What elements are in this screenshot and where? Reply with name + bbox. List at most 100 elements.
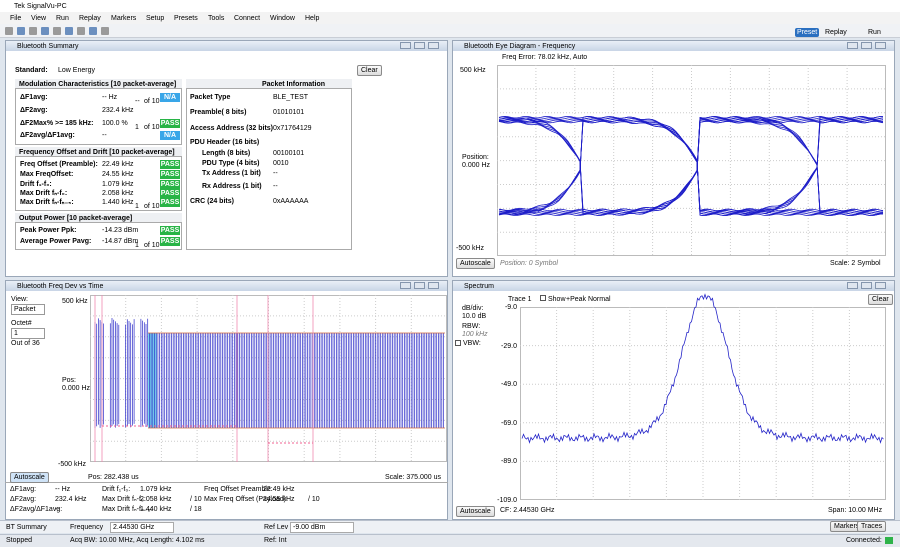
menu-item[interactable]: View bbox=[31, 14, 46, 23]
y-top: 500 kHz bbox=[62, 297, 88, 306]
row-label: ΔF1avg: bbox=[20, 93, 48, 102]
packet-value: 00100101 bbox=[273, 149, 304, 158]
section-header-text: Packet Information bbox=[262, 80, 325, 89]
y-label: -69.0 bbox=[497, 419, 517, 428]
packet-value: 0xAAAAAA bbox=[273, 197, 308, 206]
y-bottom: -500 kHz bbox=[456, 244, 484, 253]
row-label: Average Power Pavg: bbox=[20, 237, 91, 246]
status-badge: PASS bbox=[160, 237, 180, 246]
rbw-value: 100 kHz bbox=[462, 330, 488, 339]
show-label[interactable]: Show bbox=[548, 295, 566, 304]
menu-item[interactable]: Replay bbox=[79, 14, 101, 23]
menu-item[interactable]: Connect bbox=[234, 14, 260, 23]
row-count: 1 bbox=[135, 202, 139, 211]
result-cell: Drift f₁-f₀: bbox=[102, 485, 130, 494]
menu-item[interactable]: Setup bbox=[146, 14, 164, 23]
y-label: -9.0 bbox=[497, 303, 517, 312]
row-value: 100.0 % bbox=[102, 119, 128, 128]
row-value: -- Hz bbox=[102, 93, 117, 102]
row-of: of 10 bbox=[144, 97, 160, 106]
menu-item[interactable]: Presets bbox=[174, 14, 198, 23]
clear-button[interactable]: Clear bbox=[868, 294, 893, 305]
span: Span: 10.00 MHz bbox=[828, 506, 882, 515]
menu-item[interactable]: Window bbox=[270, 14, 295, 23]
row-value: -14.87 dBm bbox=[102, 237, 138, 246]
ref-level-label: Ref Lev bbox=[264, 523, 288, 532]
result-cell: 1.079 kHz bbox=[140, 485, 172, 494]
section-header-text: Output Power [10 packet-average] bbox=[19, 214, 132, 223]
ref-source: Ref: Int bbox=[264, 536, 287, 545]
row-value: -14.23 dBm bbox=[102, 226, 138, 235]
menu-item[interactable]: Tools bbox=[208, 14, 224, 23]
center-frequency: CF: 2.44530 GHz bbox=[500, 506, 554, 515]
autoscale-button[interactable]: Autoscale bbox=[456, 258, 495, 269]
pos-value: 0.000 Hz bbox=[62, 384, 90, 393]
status-badge: PASS bbox=[160, 198, 180, 207]
result-cell: / 10 bbox=[190, 495, 202, 504]
row-label: Peak Power Ppk: bbox=[20, 226, 76, 235]
menu-item[interactable]: Help bbox=[305, 14, 319, 23]
row-label: Drift f₁-f₀: bbox=[20, 180, 52, 189]
octet-label: Octet# bbox=[11, 319, 32, 328]
menu-item[interactable]: File bbox=[10, 14, 21, 23]
packet-value: 0010 bbox=[273, 159, 289, 168]
eye-trace bbox=[499, 120, 883, 212]
row-value: 22.49 kHz bbox=[102, 160, 134, 169]
row-value: 1.079 kHz bbox=[102, 180, 134, 189]
y-label: -49.0 bbox=[497, 380, 517, 389]
symbol-position: Position: 0 Symbol bbox=[500, 259, 558, 268]
connection: Connected: bbox=[846, 536, 882, 545]
result-cell: / 18 bbox=[190, 505, 202, 514]
clear-button[interactable]: Clear bbox=[357, 65, 382, 76]
menu-item[interactable]: Markers bbox=[111, 14, 136, 23]
view-select[interactable]: Packet bbox=[11, 304, 45, 315]
section-header-text: Modulation Characteristics [10 packet-av… bbox=[19, 80, 176, 89]
result-cell: 24.55 kHz bbox=[263, 495, 295, 504]
panel-title: Bluetooth Eye Diagram - Frequency bbox=[464, 42, 575, 51]
result-cell: 22.49 kHz bbox=[263, 485, 295, 494]
preset-button[interactable]: Preset bbox=[795, 28, 819, 37]
vbw-label: VBW: bbox=[463, 339, 481, 348]
traces-button[interactable]: Traces bbox=[857, 521, 886, 532]
autoscale-button[interactable]: Autoscale bbox=[10, 472, 49, 483]
packet-value: -- bbox=[273, 182, 278, 191]
panel-title: Bluetooth Summary bbox=[17, 42, 78, 51]
section-header-text: Frequency Offset and Drift [10 packet-av… bbox=[19, 148, 175, 157]
packet-label: CRC (24 bits) bbox=[190, 197, 234, 206]
result-cell: ΔF1avg: bbox=[10, 485, 36, 494]
y-label: -29.0 bbox=[497, 342, 517, 351]
octet-total: Out of 36 bbox=[11, 339, 40, 348]
packet-label: PDU Header (16 bits) bbox=[190, 138, 259, 147]
status-badge: PASS bbox=[160, 119, 180, 128]
symbol-scale: Scale: 2 Symbol bbox=[830, 259, 881, 268]
acq-state: Stopped bbox=[6, 536, 32, 545]
status-badge: N/A bbox=[160, 131, 180, 140]
packet-value: 01010101 bbox=[273, 108, 304, 117]
packet-label: Packet Type bbox=[190, 93, 230, 102]
row-of: of 10 bbox=[144, 241, 160, 250]
status-badge: PASS bbox=[160, 189, 180, 198]
frequency-value[interactable]: 2.44530 GHz bbox=[110, 522, 174, 533]
status-badge: PASS bbox=[160, 160, 180, 169]
time-scale: Scale: 375.000 us bbox=[385, 473, 441, 482]
row-value: -- bbox=[102, 131, 107, 140]
octet-input[interactable]: 1 bbox=[11, 328, 45, 339]
run-button[interactable]: Run bbox=[868, 28, 881, 37]
result-cell: 1.440 kHz bbox=[140, 505, 172, 514]
autoscale-button[interactable]: Autoscale bbox=[456, 506, 495, 517]
menu-item[interactable]: Run bbox=[56, 14, 69, 23]
row-value: 24.55 kHz bbox=[102, 170, 134, 179]
packet-label: Access Address (32 bits) bbox=[190, 124, 273, 133]
ref-level-value[interactable]: -9.00 dBm bbox=[290, 522, 354, 533]
row-label: Freq Offset (Preamble): bbox=[20, 160, 98, 169]
mode: BT Summary bbox=[6, 523, 47, 532]
y-label: -89.0 bbox=[497, 457, 517, 466]
status-badge: PASS bbox=[160, 226, 180, 235]
packet-label: Tx Address (1 bit) bbox=[202, 169, 261, 178]
packet-value: -- bbox=[273, 169, 278, 178]
y-bottom: -500 kHz bbox=[58, 460, 86, 469]
row-of: of 10 bbox=[144, 123, 160, 132]
packet-value: BLE_TEST bbox=[273, 93, 308, 102]
replay-button[interactable]: Replay bbox=[825, 28, 847, 37]
